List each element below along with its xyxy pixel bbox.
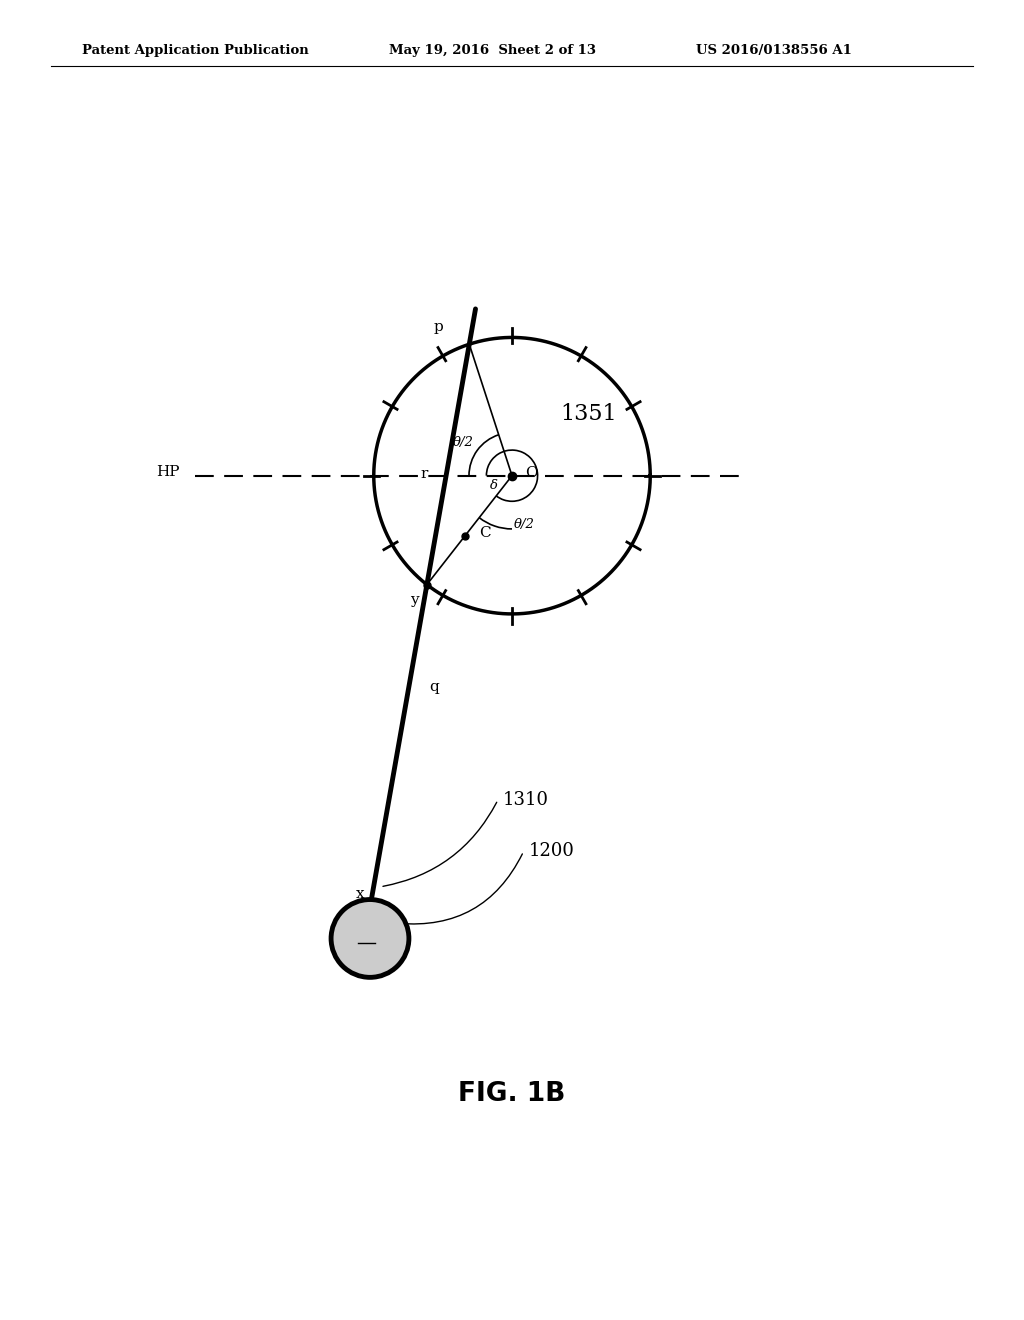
Text: θ/2: θ/2 xyxy=(514,519,535,532)
Text: Patent Application Publication: Patent Application Publication xyxy=(82,44,308,57)
Text: 1310: 1310 xyxy=(503,791,549,809)
Text: US 2016/0138556 A1: US 2016/0138556 A1 xyxy=(696,44,852,57)
Text: δ: δ xyxy=(489,479,498,492)
Text: x: x xyxy=(356,887,365,902)
Text: θ/2: θ/2 xyxy=(453,437,473,449)
Circle shape xyxy=(331,899,409,977)
Text: q: q xyxy=(429,681,439,694)
Text: May 19, 2016  Sheet 2 of 13: May 19, 2016 Sheet 2 of 13 xyxy=(389,44,596,57)
Text: HP: HP xyxy=(156,465,179,479)
Text: O: O xyxy=(525,466,538,479)
Text: r: r xyxy=(420,467,428,480)
Text: p: p xyxy=(434,319,443,334)
Text: 1200: 1200 xyxy=(528,842,574,861)
Text: FIG. 1B: FIG. 1B xyxy=(459,1081,565,1107)
Text: C: C xyxy=(479,525,492,540)
Text: 1351: 1351 xyxy=(560,403,617,425)
Text: y: y xyxy=(410,593,419,607)
